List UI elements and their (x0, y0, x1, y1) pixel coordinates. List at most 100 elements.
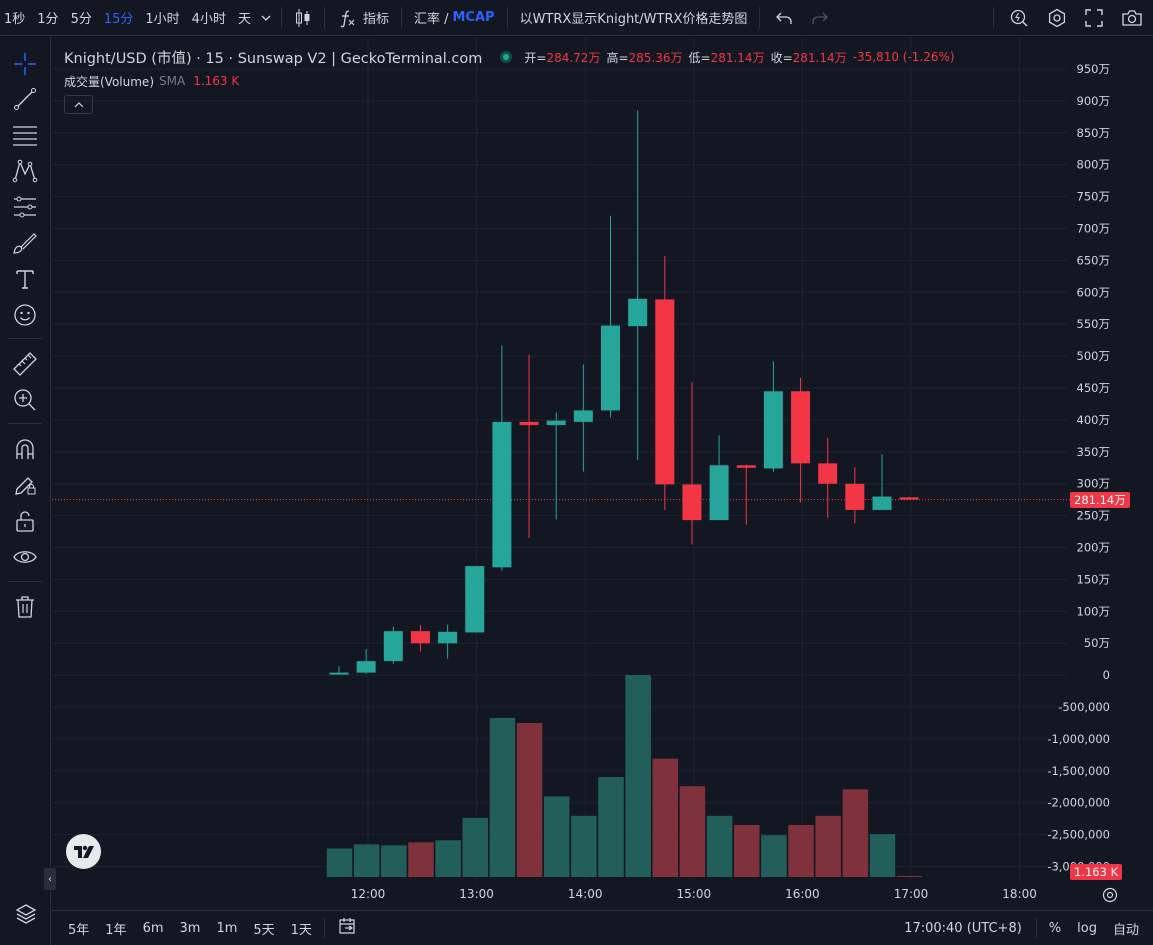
eye-icon (13, 551, 37, 563)
time-axis-label: 17:00 (894, 887, 929, 901)
range-5y[interactable]: 5年 (68, 922, 90, 938)
unlock-icon (16, 511, 34, 532)
range-1d[interactable]: 1天 (290, 922, 312, 938)
volume-indicator-name[interactable]: 成交量(Volume) (64, 74, 154, 89)
log-scale-toggle[interactable]: log (1077, 920, 1097, 936)
tradingview-logo-icon (73, 845, 94, 858)
interval-dropdown[interactable] (257, 0, 275, 36)
time-axis-label: 15:00 (677, 887, 712, 901)
lock-all-drawings[interactable] (10, 506, 40, 536)
price-axis-label: 150万 (1077, 572, 1110, 586)
timezone-clock[interactable]: 17:00:40 (UTC+8) (904, 920, 1022, 936)
auto-scale-toggle[interactable]: 自动 (1112, 922, 1139, 938)
brush-tool[interactable] (10, 228, 40, 258)
price-axis-label: 650万 (1077, 253, 1110, 267)
range-3m[interactable]: 3m (179, 920, 201, 936)
volume-bar (462, 817, 488, 877)
interval-15m[interactable]: 15分 (103, 12, 134, 27)
measure-tool[interactable] (10, 349, 40, 379)
redo-button[interactable] (802, 0, 838, 36)
ohlc-close: 收=281.14万 (770, 50, 847, 65)
price-axis-label: 800万 (1077, 158, 1110, 172)
screenshot-button[interactable] (1112, 0, 1153, 36)
chart-legend: Knight/USD (市值) · 15 · Sunswap V2 | Geck… (64, 46, 955, 68)
volume-bar (652, 758, 679, 877)
ruler-icon (13, 352, 37, 376)
lock-drawing-mode[interactable] (10, 470, 40, 500)
range-1y[interactable]: 1年 (105, 922, 127, 938)
range-6m[interactable]: 6m (142, 920, 164, 936)
volume-bar (543, 796, 570, 877)
candle-body (845, 483, 865, 510)
symbol-title[interactable]: Knight/USD (市值) · 15 · Sunswap V2 | Geck… (64, 50, 483, 67)
remove-drawings[interactable] (10, 592, 40, 622)
price-axis-label: 750万 (1077, 190, 1110, 204)
range-1m[interactable]: 1m (216, 920, 238, 936)
ohlc-open: 开=284.72万 (524, 50, 601, 65)
trendline-tool[interactable] (10, 84, 40, 114)
volume-bar (788, 824, 814, 877)
magnet-tool[interactable] (10, 434, 40, 464)
zoom-tool[interactable] (10, 385, 40, 415)
toolbar-divider (1035, 918, 1037, 938)
price-axis-label: 500万 (1077, 349, 1110, 363)
camera-icon (1122, 9, 1142, 26)
crosshair-tool[interactable] (10, 49, 40, 79)
price-axis-label: 550万 (1077, 317, 1110, 331)
volume-sma-label: SMA (159, 74, 186, 88)
hide-drawings[interactable] (10, 542, 40, 572)
goto-date-button[interactable] (329, 916, 365, 940)
volume-bar (842, 789, 869, 877)
zoom-in-icon (14, 389, 36, 411)
prediction-tool[interactable] (10, 192, 40, 222)
interval-1m[interactable]: 1分 (37, 12, 59, 27)
chart-settings-button[interactable] (1100, 885, 1120, 905)
price-axis-label: -2,000,000 (1047, 796, 1110, 810)
interval-1h[interactable]: 1小时 (145, 12, 180, 27)
volume-bar (489, 717, 516, 877)
collapse-left-toolbar[interactable]: ‹ (44, 868, 56, 890)
candle-body (465, 566, 485, 633)
toolbar-divider (506, 6, 508, 29)
fullscreen-button[interactable] (1076, 0, 1112, 36)
forecast-icon (14, 196, 36, 218)
toolbar-divider (8, 423, 42, 424)
brush-icon (13, 233, 37, 254)
price-axis-label: 600万 (1077, 285, 1110, 299)
magnet-icon (16, 439, 34, 459)
smiley-icon (14, 304, 36, 326)
indicators-button[interactable]: 指标 (331, 0, 395, 36)
object-tree-button[interactable] (12, 900, 40, 928)
pattern-icon (12, 159, 38, 183)
volume-bar (353, 844, 380, 877)
interval-1s[interactable]: 1秒 (4, 12, 26, 27)
tradingview-logo[interactable] (66, 834, 101, 869)
volume-bar (598, 777, 624, 877)
chart-canvas[interactable]: 950万 900万 850万 800万 750万 700万 650万 600万 550万 500万… (52, 37, 1153, 907)
settings-button[interactable] (1038, 0, 1076, 36)
search-lightning-icon (1010, 9, 1028, 26)
volume-bar (625, 675, 651, 877)
chart-pane[interactable]: 950万 900万 850万 800万 750万 700万 650万 600万 550万 500万… (52, 37, 1153, 907)
quick-search-button[interactable] (1000, 0, 1038, 36)
candle-body (791, 391, 811, 464)
crosshair-icon (14, 53, 36, 75)
rate-toggle[interactable]: 汇率 / (408, 0, 451, 36)
collapse-legend-button[interactable] (64, 95, 93, 114)
emoji-tool[interactable] (10, 300, 40, 330)
percent-scale-toggle[interactable]: % (1048, 920, 1062, 936)
price-axis-label: 700万 (1077, 222, 1110, 236)
text-tool[interactable] (10, 264, 40, 294)
mcap-toggle[interactable]: MCAP (451, 0, 501, 36)
interval-5m[interactable]: 5分 (70, 12, 92, 27)
range-5d[interactable]: 5天 (253, 922, 275, 938)
chart-type-button[interactable] (288, 0, 318, 36)
pair-toggle-button[interactable]: 以WTRX显示Knight/WTRX价格走势图 (519, 12, 748, 27)
fib-tool[interactable] (10, 120, 40, 150)
undo-button[interactable] (766, 0, 802, 36)
interval-4h[interactable]: 4小时 (191, 12, 226, 27)
price-axis-label: 300万 (1077, 477, 1110, 491)
interval-1d[interactable]: 天 (237, 12, 251, 27)
candle-body (410, 631, 430, 644)
pattern-tool[interactable] (10, 156, 40, 186)
